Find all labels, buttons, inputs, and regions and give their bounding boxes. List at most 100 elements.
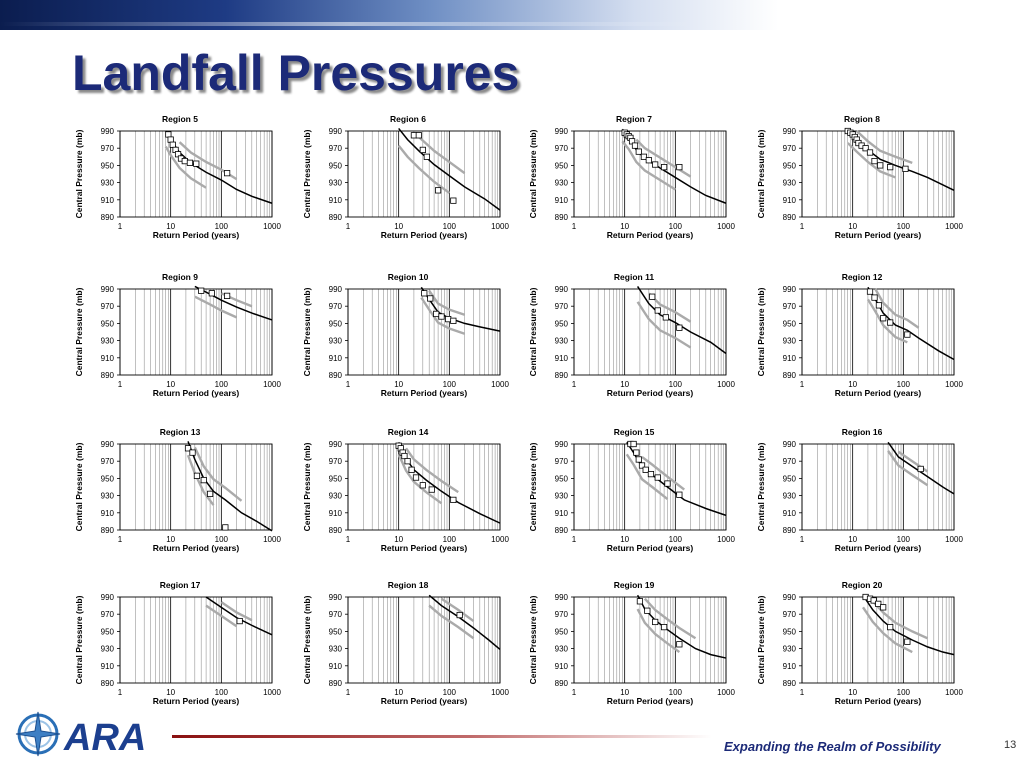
- y-tick-label: 930: [555, 337, 569, 346]
- y-tick-label: 950: [783, 161, 797, 170]
- x-tick-label: 1000: [263, 222, 281, 231]
- upper-band-line: [641, 455, 685, 491]
- y-axis-label: Central Pressure (mb): [74, 595, 84, 684]
- y-tick-label: 970: [101, 610, 115, 619]
- y-axis-label: Central Pressure (mb): [74, 442, 84, 531]
- y-tick-label: 910: [101, 196, 115, 205]
- data-point: [222, 524, 229, 531]
- x-tick-label: 100: [897, 688, 911, 697]
- header-banner: [0, 0, 1024, 30]
- lower-band-line: [625, 453, 669, 500]
- y-tick-label: 890: [329, 526, 343, 535]
- data-point: [866, 288, 874, 295]
- y-tick-label: 970: [329, 144, 343, 153]
- y-tick-label: 910: [101, 354, 115, 363]
- upper-band-line: [193, 446, 243, 502]
- x-tick-label: 1000: [491, 535, 509, 544]
- x-axis-label: Return Period (years): [153, 696, 240, 706]
- data-point: [450, 496, 457, 504]
- x-axis-label: Return Period (years): [381, 696, 468, 706]
- y-tick-label: 930: [101, 337, 115, 346]
- data-point: [167, 136, 174, 143]
- y-tick-label: 910: [555, 662, 569, 671]
- x-tick-label: 10: [394, 535, 403, 544]
- data-point: [189, 449, 196, 456]
- data-point: [640, 153, 648, 160]
- data-point: [875, 302, 883, 309]
- y-tick-label: 990: [101, 127, 115, 136]
- y-tick-label: 950: [783, 474, 797, 483]
- y-tick-label: 950: [329, 319, 343, 328]
- data-point: [871, 294, 878, 301]
- x-axis-label: Return Period (years): [607, 543, 694, 553]
- data-point: [423, 153, 430, 160]
- y-tick-label: 930: [783, 337, 797, 346]
- y-tick-label: 970: [101, 144, 115, 153]
- y-tick-label: 890: [101, 213, 115, 222]
- plot-frame: [573, 443, 727, 531]
- chart-title: Region 17: [160, 580, 201, 590]
- y-tick-label: 910: [329, 662, 343, 671]
- y-tick-label: 890: [783, 679, 797, 688]
- y-tick-label: 930: [101, 492, 115, 501]
- y-tick-label: 930: [329, 645, 343, 654]
- plot-frame: [119, 130, 273, 218]
- y-axis-label: Central Pressure (mb): [528, 287, 538, 376]
- x-tick-label: 1000: [263, 535, 281, 544]
- y-tick-label: 890: [783, 526, 797, 535]
- x-tick-label: 1: [572, 380, 577, 389]
- y-tick-label: 890: [101, 526, 115, 535]
- y-tick-label: 950: [783, 319, 797, 328]
- x-tick-label: 10: [394, 688, 403, 697]
- lower-band-line: [420, 296, 465, 335]
- y-tick-label: 970: [555, 302, 569, 311]
- data-point: [419, 146, 426, 154]
- y-tick-label: 990: [329, 127, 343, 136]
- data-point: [445, 315, 452, 323]
- data-point: [676, 324, 683, 331]
- y-tick-label: 950: [555, 161, 569, 170]
- y-tick-label: 970: [329, 302, 343, 311]
- data-point: [676, 164, 683, 171]
- upper-band-line: [220, 601, 253, 622]
- y-tick-label: 970: [783, 610, 797, 619]
- x-tick-label: 1000: [717, 380, 735, 389]
- y-tick-label: 930: [783, 645, 797, 654]
- data-point: [412, 474, 420, 481]
- y-tick-label: 990: [783, 593, 797, 602]
- data-point: [662, 314, 669, 321]
- slide-title: Landfall Pressures: [72, 45, 520, 101]
- x-tick-label: 1000: [717, 688, 735, 697]
- y-tick-label: 950: [783, 627, 797, 636]
- data-point: [208, 290, 215, 297]
- x-tick-label: 1000: [945, 688, 963, 697]
- x-tick-label: 10: [848, 380, 857, 389]
- x-axis-label: Return Period (years): [153, 388, 240, 398]
- x-tick-label: 10: [394, 222, 403, 231]
- y-tick-label: 910: [783, 354, 797, 363]
- y-tick-label: 970: [101, 457, 115, 466]
- data-point: [870, 597, 877, 604]
- data-point: [887, 164, 894, 171]
- data-point: [198, 287, 205, 294]
- footer-line: [172, 735, 712, 738]
- y-tick-label: 910: [101, 662, 115, 671]
- x-tick-label: 100: [897, 380, 911, 389]
- y-tick-label: 910: [783, 196, 797, 205]
- x-tick-label: 100: [215, 688, 229, 697]
- x-axis-label: Return Period (years): [153, 543, 240, 553]
- x-tick-label: 100: [215, 380, 229, 389]
- y-tick-label: 970: [783, 457, 797, 466]
- lower-band-line: [621, 140, 676, 191]
- y-tick-label: 950: [101, 474, 115, 483]
- data-point: [877, 162, 884, 169]
- x-tick-label: 100: [897, 222, 911, 231]
- fit-curve: [867, 286, 955, 361]
- y-tick-label: 890: [555, 371, 569, 380]
